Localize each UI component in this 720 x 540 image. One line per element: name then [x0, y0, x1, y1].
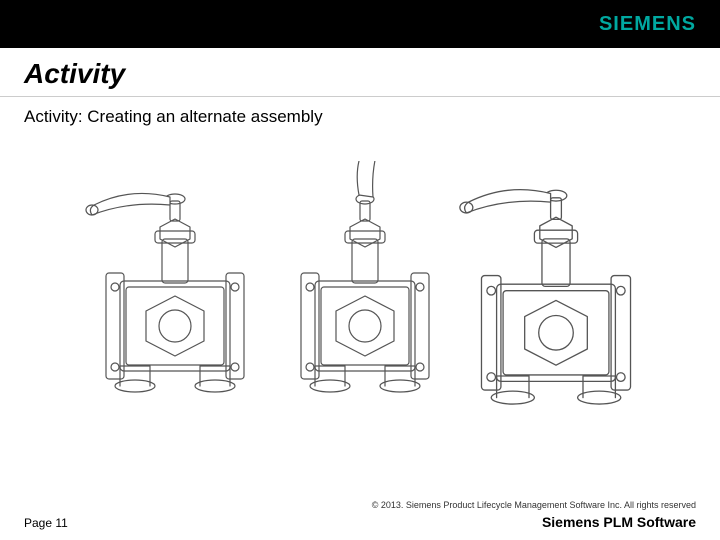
subtitle-block: Activity: Creating an alternate assembly [0, 97, 720, 131]
siemens-logo: SIEMENS [599, 13, 696, 36]
page-number: Page 11 [24, 516, 68, 530]
top-bar: SIEMENS [0, 0, 720, 48]
valve-assembly-illustration [70, 161, 650, 421]
page-subtitle: Activity: Creating an alternate assembly [24, 107, 696, 127]
footer: © 2013. Siemens Product Lifecycle Manage… [0, 494, 720, 540]
copyright-text: © 2013. Siemens Product Lifecycle Manage… [24, 500, 696, 510]
title-block: Activity [0, 48, 720, 97]
footer-row: Page 11 Siemens PLM Software [24, 514, 696, 530]
page-title: Activity [24, 58, 696, 90]
figure-area [0, 131, 720, 431]
brand-line: Siemens PLM Software [542, 514, 696, 530]
